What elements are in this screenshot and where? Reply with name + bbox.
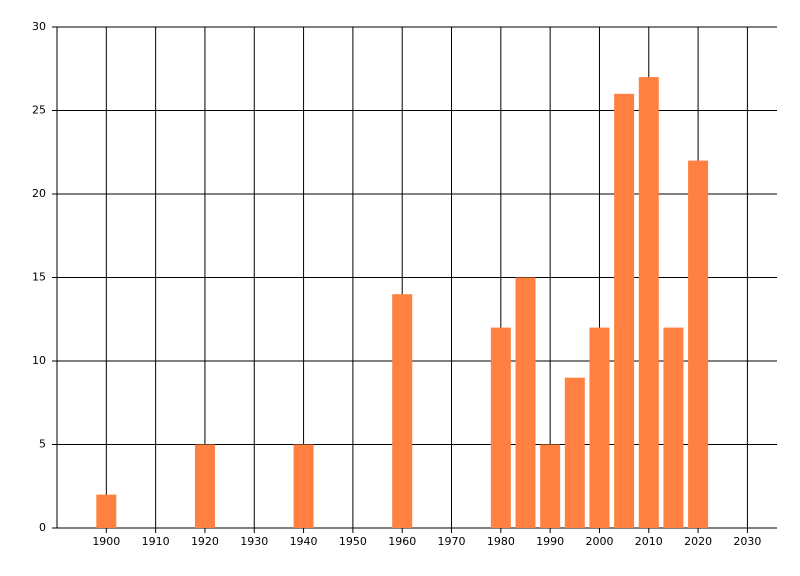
bar: [194, 444, 215, 528]
x-tick-label: 1900: [92, 535, 120, 548]
bar: [638, 77, 659, 528]
x-tick-label: 1980: [487, 535, 515, 548]
bar: [515, 277, 536, 528]
x-tick-label: 1970: [438, 535, 466, 548]
bar: [564, 377, 585, 528]
x-tick-label: 1990: [536, 535, 564, 548]
bar: [614, 93, 635, 529]
bar: [663, 327, 684, 528]
bar: [392, 294, 413, 528]
bar: [490, 327, 511, 528]
bar: [96, 494, 117, 528]
x-tick-label: 1930: [240, 535, 268, 548]
bar: [589, 327, 610, 528]
x-tick-label: 1920: [191, 535, 219, 548]
bar: [688, 160, 709, 528]
y-tick-label: 10: [32, 354, 46, 367]
bar: [540, 444, 561, 528]
x-tick-label: 1960: [388, 535, 416, 548]
y-tick-label: 15: [32, 271, 46, 284]
y-tick-label: 0: [39, 521, 46, 534]
y-tick-label: 25: [32, 104, 46, 117]
x-tick-label: 2010: [635, 535, 663, 548]
x-tick-label: 1910: [142, 535, 170, 548]
x-tick-label: 2030: [733, 535, 761, 548]
bar: [293, 444, 314, 528]
x-tick-label: 2020: [684, 535, 712, 548]
y-tick-label: 20: [32, 187, 46, 200]
x-tick-label: 1940: [290, 535, 318, 548]
y-tick-label: 30: [32, 20, 46, 33]
y-tick-label: 5: [39, 438, 46, 451]
x-tick-label: 2000: [585, 535, 613, 548]
x-tick-label: 1950: [339, 535, 367, 548]
